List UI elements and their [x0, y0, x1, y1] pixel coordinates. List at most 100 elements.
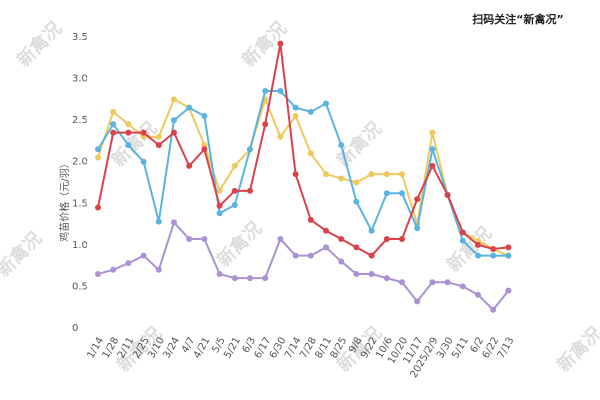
- data-point: [368, 227, 375, 234]
- data-point: [353, 198, 360, 205]
- data-point: [307, 150, 314, 157]
- data-point: [125, 121, 132, 128]
- data-point: [95, 270, 101, 277]
- data-point: [110, 129, 117, 136]
- data-point: [201, 142, 208, 149]
- data-point: [277, 133, 284, 140]
- data-point: [277, 236, 284, 243]
- data-point: [475, 252, 481, 259]
- data-point: [490, 252, 497, 259]
- data-point: [383, 171, 390, 178]
- x-tick-label: 4/21: [192, 336, 213, 361]
- data-point: [231, 201, 238, 208]
- data-point: [307, 216, 314, 223]
- data-point: [216, 202, 223, 209]
- data-point: [125, 142, 132, 149]
- data-point: [429, 162, 436, 169]
- data-point: [490, 306, 497, 313]
- data-point: [231, 275, 238, 282]
- data-point: [140, 158, 147, 165]
- data-point: [201, 236, 208, 243]
- data-point: [262, 275, 269, 282]
- x-tick-label: 7/13: [496, 336, 517, 361]
- data-point: [307, 252, 314, 259]
- data-point: [292, 104, 299, 111]
- data-point: [125, 129, 132, 136]
- data-point: [399, 279, 405, 286]
- series-line: [97, 90, 509, 257]
- data-point: [95, 204, 101, 211]
- data-point: [186, 104, 193, 111]
- data-point: [338, 258, 345, 265]
- data-point: [338, 236, 345, 243]
- data-point: [216, 187, 223, 194]
- data-point: [353, 244, 360, 251]
- x-tick-label: 5/11: [450, 336, 471, 361]
- watermark: 新禽况: [442, 222, 496, 276]
- data-point: [399, 236, 405, 243]
- data-point: [368, 171, 375, 178]
- data-point: [475, 237, 481, 244]
- data-point: [353, 179, 360, 186]
- data-point: [262, 121, 269, 128]
- y-tick-label: 3.5: [72, 32, 88, 43]
- watermark: 新禽况: [552, 322, 600, 376]
- data-point: [171, 96, 177, 103]
- data-point: [338, 175, 345, 182]
- y-tick-label: 1.5: [72, 198, 88, 209]
- watermark: 新禽况: [0, 227, 46, 281]
- data-point: [399, 171, 405, 178]
- data-point: [307, 108, 314, 115]
- data-point: [155, 142, 162, 149]
- data-point: [247, 146, 253, 153]
- data-point: [110, 108, 117, 115]
- data-point: [140, 129, 147, 136]
- data-point: [262, 88, 269, 95]
- data-point: [140, 252, 147, 259]
- data-point: [429, 129, 436, 136]
- data-point: [459, 229, 466, 236]
- data-point: [216, 270, 223, 277]
- data-point: [368, 252, 375, 259]
- data-point: [368, 270, 375, 277]
- data-point: [171, 129, 177, 136]
- data-point: [292, 112, 299, 119]
- data-point: [353, 270, 360, 277]
- series-line: [97, 220, 510, 312]
- data-point: [505, 252, 512, 259]
- data-point: [414, 225, 421, 232]
- data-point: [444, 279, 451, 286]
- data-point: [155, 266, 162, 273]
- data-point: [505, 287, 512, 294]
- data-point: [155, 133, 162, 140]
- data-point: [247, 275, 253, 282]
- data-point: [475, 291, 481, 298]
- data-point: [110, 266, 117, 273]
- data-point: [414, 196, 421, 203]
- y-tick-label: 3.0: [72, 74, 88, 85]
- y-tick-label: 1.0: [72, 240, 88, 251]
- data-point: [201, 146, 208, 153]
- data-point: [323, 244, 329, 251]
- data-point: [231, 187, 238, 194]
- data-point: [429, 279, 436, 286]
- data-point: [383, 275, 390, 282]
- data-point: [292, 171, 299, 178]
- data-point: [277, 40, 284, 47]
- data-point: [338, 142, 345, 149]
- data-point: [399, 190, 405, 197]
- data-point: [95, 154, 101, 161]
- data-point: [475, 241, 481, 248]
- data-point: [383, 190, 390, 197]
- data-point: [429, 146, 436, 153]
- annotation: 扫码关注“新禽况”: [472, 12, 563, 26]
- data-point: [444, 191, 451, 198]
- data-point: [125, 260, 132, 267]
- data-point: [95, 146, 101, 153]
- y-tick-label: 2.0: [72, 157, 88, 168]
- data-point: [323, 100, 329, 107]
- data-point: [186, 162, 193, 169]
- data-point: [459, 283, 466, 290]
- data-point: [140, 133, 147, 140]
